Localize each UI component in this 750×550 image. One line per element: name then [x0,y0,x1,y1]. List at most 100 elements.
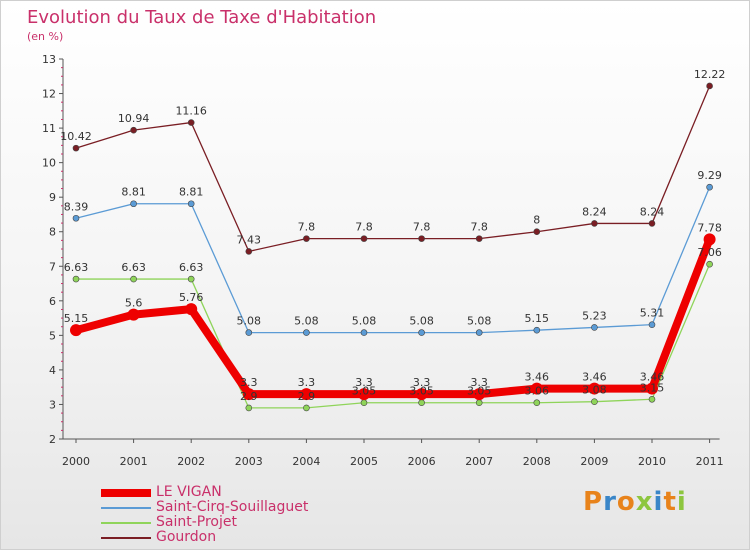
data-label: 7.8 [355,221,373,234]
data-point [185,303,198,316]
data-label: 5.08 [237,315,262,328]
data-label: 5.08 [409,315,434,328]
data-point [530,382,543,395]
x-tick-label: 2007 [465,455,493,468]
data-label: 3.05 [409,385,434,398]
data-point [360,329,368,336]
data-point [591,324,598,331]
x-tick-label: 2003 [235,455,263,468]
logo-letter: t [663,487,677,517]
x-tick-label: 2008 [523,455,551,468]
logo-letter: i [653,487,664,517]
data-label: 3.15 [640,381,665,394]
data-label: 3.05 [352,385,377,398]
y-tick-label: 7 [49,260,56,273]
data-label: 5.08 [467,315,492,328]
data-point [127,308,140,321]
data-label: 3.46 [640,371,665,384]
data-point [245,248,253,255]
legend-label: LE VIGAN [156,484,222,500]
logo-letter: r [603,487,617,517]
data-label: 7.06 [697,246,722,259]
data-label: 8.39 [64,200,89,213]
data-point [187,275,195,283]
data-label: 7.43 [237,233,262,246]
data-label: 8.24 [640,205,665,218]
legend-item: Gourdon [101,529,361,546]
legend-swatch [101,522,151,524]
data-point [303,404,310,412]
y-tick-label: 9 [49,191,56,204]
data-label: 12.22 [694,68,726,81]
data-label: 7.8 [298,221,316,234]
data-point [591,398,598,405]
series-line-1 [75,186,711,334]
x-tick-label: 2001 [120,455,148,468]
data-label: 10.42 [60,130,92,143]
legend-label: Saint-Projet [156,514,237,530]
y-tick-label: 11 [42,122,56,135]
data-label: 3.46 [525,371,550,384]
series-line-2 [75,263,711,409]
data-label: 2.9 [298,390,316,403]
data-label: 3.3 [355,376,373,389]
x-tick-label: 2009 [580,455,608,468]
data-point [358,388,370,401]
y-tick-label: 3 [49,398,56,411]
series-line-3 [75,85,711,253]
data-point [648,220,656,227]
data-label: 3.3 [240,376,258,389]
data-point [706,82,713,90]
data-point [72,275,80,283]
x-tick-label: 2005 [350,455,378,468]
data-point [360,235,368,242]
data-point [533,326,541,334]
logo-letter: x [635,487,654,517]
x-tick-label: 2000 [62,455,90,468]
data-label: 3.3 [298,376,316,389]
legend-item: Saint-Cirq-Souillaguet [101,499,361,516]
data-label: 8 [533,214,540,227]
data-label: 7.8 [413,221,431,234]
data-label: 5.31 [640,307,665,320]
data-point [130,200,137,208]
logo-letter: o [616,487,636,517]
data-label: 3.3 [470,376,488,389]
data-point [70,324,82,337]
data-point [303,235,310,242]
data-label: 3.46 [582,371,607,384]
data-label: 6.63 [64,261,89,274]
x-tick-label: 2004 [292,455,320,468]
data-label: 8.81 [121,186,146,199]
data-point [72,214,80,222]
data-point [703,233,716,246]
data-point [418,399,425,407]
data-label: 9.29 [697,169,722,182]
data-point [72,144,80,152]
y-tick-label: 2 [49,433,56,446]
data-point [303,329,310,336]
legend-item: LE VIGAN [101,484,361,501]
data-point [648,395,656,403]
data-label: 5.6 [125,297,143,310]
data-point [706,183,713,191]
data-label: 7.8 [470,221,488,234]
data-point [360,399,368,407]
data-point [591,220,598,227]
x-tick-label: 2006 [408,455,436,468]
y-tick-label: 13 [42,53,56,66]
data-point [187,200,195,208]
data-point [588,382,601,395]
y-tick-label: 4 [49,364,56,377]
data-point [245,329,253,336]
data-label: 3.3 [413,376,431,389]
legend-swatch [101,507,151,509]
y-tick-label: 5 [49,329,56,342]
data-point [130,275,137,283]
data-label: 8.81 [179,186,204,199]
x-tick-label: 2010 [638,455,666,468]
x-tick-label: 2002 [177,455,205,468]
data-point [533,228,541,236]
logo-letter: P [583,487,604,517]
data-label: 5.15 [525,312,550,325]
